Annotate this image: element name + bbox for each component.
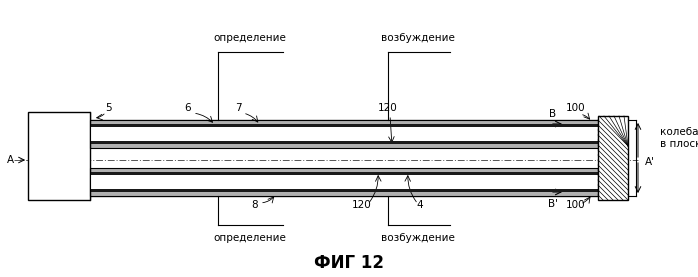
Bar (90, 168, 598, 196)
Bar (90, 172, 598, 175)
Bar (90, 120, 598, 148)
Text: B: B (549, 109, 556, 119)
Text: 4: 4 (417, 200, 423, 210)
Text: ФИГ 12: ФИГ 12 (314, 254, 384, 272)
Text: A': A' (645, 157, 655, 167)
Bar (90, 141, 598, 144)
Bar (90, 124, 598, 127)
Text: определение: определение (214, 233, 286, 243)
Text: 5: 5 (105, 103, 111, 113)
Text: 6: 6 (185, 103, 191, 113)
Bar (90, 189, 598, 192)
Text: возбуждение: возбуждение (381, 233, 455, 243)
Text: определение: определение (214, 33, 286, 43)
Text: 7: 7 (235, 103, 242, 113)
Text: 100: 100 (566, 200, 586, 210)
Text: 120: 120 (352, 200, 372, 210)
Text: возбуждение: возбуждение (381, 33, 455, 43)
Bar (28, 112, 90, 200)
Bar (90, 124, 598, 144)
Bar (598, 116, 628, 200)
Bar (90, 120, 598, 148)
Bar (90, 168, 598, 196)
Text: колебания
в плоскости: колебания в плоскости (660, 127, 698, 149)
Text: 100: 100 (566, 103, 586, 113)
Text: 8: 8 (252, 200, 258, 210)
Bar (90, 172, 598, 192)
Text: 120: 120 (378, 103, 398, 113)
Text: A: A (6, 155, 13, 165)
Text: B': B' (548, 199, 558, 209)
